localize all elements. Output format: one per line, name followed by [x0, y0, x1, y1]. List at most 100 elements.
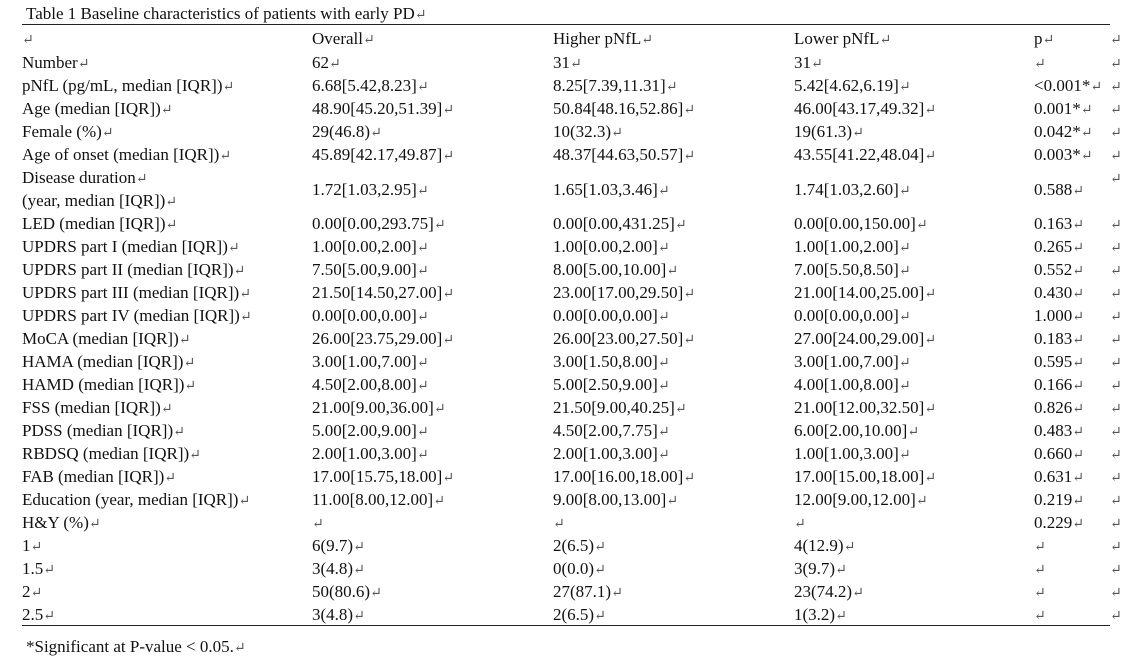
p-value: 0.631↵ [1034, 465, 1084, 490]
higher-pnfl-value-text: 23.00[17.00,29.50] [553, 283, 684, 302]
paragraph-mark: ↵ [77, 57, 90, 72]
row-end-mark: ↵ [1110, 465, 1122, 490]
paragraph-mark: ↵ [1034, 57, 1046, 72]
higher-pnfl-value-text: 10(32.3) [553, 122, 612, 141]
paragraph-mark: ↵ [594, 563, 606, 578]
p-value: 0.001*↵ [1034, 97, 1092, 122]
paragraph-mark: ↵ [370, 586, 382, 601]
paragraph-mark: ↵ [416, 80, 429, 95]
lower-pnfl-value-text: 12.00[9.00,12.00] [794, 490, 916, 509]
paragraph-mark: ↵ [915, 494, 928, 509]
paragraph-mark: ↵ [674, 402, 687, 417]
row-end-mark: ↵ [1110, 166, 1122, 191]
row-end-mark: ↵ [1110, 603, 1122, 628]
p-value: 0.183↵ [1034, 327, 1084, 352]
row-end-mark: ↵ [1110, 419, 1122, 444]
paragraph-mark: ↵ [1080, 126, 1093, 141]
lower-pnfl-value: ↵ [794, 511, 806, 536]
lower-pnfl-value-text: 1(3.2) [794, 605, 836, 624]
column-header-row-label: ↵ [22, 27, 34, 52]
higher-pnfl-value: 1.00[0.00,2.00]↵ [553, 235, 670, 260]
paragraph-mark: ↵ [1110, 540, 1122, 555]
paragraph-mark: ↵ [1110, 172, 1122, 187]
row-label: Number↵ [22, 51, 89, 76]
lower-pnfl-value-text: 1.74[1.03,2.60] [794, 180, 899, 199]
paragraph-mark: ↵ [835, 609, 847, 624]
row-label-text: UPDRS part III (median [IQR]) [22, 283, 240, 302]
row-label: 2↵ [22, 580, 42, 605]
p-value-text: 0.552 [1034, 260, 1073, 279]
p-value-text: 0.166 [1034, 375, 1073, 394]
paragraph-mark: ↵ [416, 448, 429, 463]
overall-value-text: 17.00[15.75,18.00] [312, 467, 443, 486]
paragraph-mark: ↵ [683, 149, 696, 164]
higher-pnfl-value-text: 31 [553, 53, 570, 72]
paragraph-mark: ↵ [442, 287, 455, 302]
row-end-mark: ↵ [1110, 27, 1122, 52]
row-end-mark: ↵ [1110, 511, 1122, 536]
paragraph-mark: ↵ [1110, 425, 1122, 440]
paragraph-mark: ↵ [811, 57, 823, 72]
row-label: Education (year, median [IQR])↵ [22, 488, 250, 513]
row-label: Age of onset (median [IQR])↵ [22, 143, 231, 168]
paragraph-mark: ↵ [165, 218, 178, 233]
table-row: pNfL (pg/mL, median [IQR])↵ 6.68[5.42,8.2… [0, 74, 1146, 97]
paragraph-mark: ↵ [1110, 379, 1122, 394]
column-header-p-value: p↵ [1034, 27, 1054, 52]
paragraph-mark: ↵ [233, 264, 246, 279]
lower-pnfl-value-text: 17.00[15.00,18.00] [794, 467, 925, 486]
paragraph-mark: ↵ [189, 448, 201, 463]
row-label-text: MoCA (median [IQR]) [22, 329, 179, 348]
row-label-text: H&Y (%) [22, 513, 89, 532]
higher-pnfl-value-text: 50.84[48.16,52.86] [553, 99, 684, 118]
p-value: 0.430↵ [1034, 281, 1084, 306]
p-value-text: 0.631 [1034, 467, 1073, 486]
p-value: ↵ [1034, 534, 1046, 559]
paragraph-mark: ↵ [1080, 149, 1093, 164]
paragraph-mark: ↵ [898, 379, 911, 394]
paragraph-mark: ↵ [683, 287, 696, 302]
paragraph-mark: ↵ [898, 448, 911, 463]
overall-value-text: 1.00[0.00,2.00] [312, 237, 417, 256]
row-label: FAB (median [IQR])↵ [22, 465, 176, 490]
lower-pnfl-value: 1.00[1.00,2.00]↵ [794, 235, 911, 260]
row-label: LED (median [IQR])↵ [22, 212, 177, 237]
paragraph-mark: ↵ [657, 241, 670, 256]
higher-pnfl-value-text: 8.25[7.39,11.31] [553, 76, 666, 95]
paragraph-mark: ↵ [1042, 33, 1055, 48]
row-end-mark: ↵ [1110, 51, 1122, 76]
paragraph-mark: ↵ [1110, 586, 1122, 601]
paragraph-mark: ↵ [1072, 310, 1084, 325]
paragraph-mark: ↵ [1110, 80, 1122, 95]
higher-pnfl-value: 50.84[48.16,52.86]↵ [553, 97, 695, 122]
table-row: HAMA (median [IQR])↵ 3.00[1.00,7.00]↵ 3.00… [0, 350, 1146, 373]
overall-value-text: 7.50[5.00,9.00] [312, 260, 417, 279]
paragraph-mark: ↵ [442, 333, 455, 348]
paragraph-mark: ↵ [238, 494, 251, 509]
lower-pnfl-value: 27.00[24.00,29.00]↵ [794, 327, 936, 352]
p-value: 0.163↵ [1034, 212, 1084, 237]
row-label-text: Number [22, 53, 78, 72]
lower-pnfl-value: 31↵ [794, 51, 823, 76]
overall-value: 5.00[2.00,9.00]↵ [312, 419, 429, 444]
paragraph-mark: ↵ [416, 425, 429, 440]
higher-pnfl-value-text: 2.00[1.00,3.00] [553, 444, 658, 463]
higher-pnfl-value-text: 21.50[9.00,40.25] [553, 398, 675, 417]
row-label: HAMA (median [IQR])↵ [22, 350, 195, 375]
paragraph-mark: ↵ [329, 57, 341, 72]
row-label: UPDRS part II (median [IQR])↵ [22, 258, 245, 283]
paragraph-mark: ↵ [353, 609, 365, 624]
table-row: MoCA (median [IQR])↵ 26.00[23.75,29.00]↵ 2… [0, 327, 1146, 350]
p-value-text: 0.660 [1034, 444, 1073, 463]
p-value: 0.003*↵ [1034, 143, 1092, 168]
paragraph-mark: ↵ [442, 103, 455, 118]
paragraph-mark: ↵ [88, 517, 101, 532]
overall-value: 4.50[2.00,8.00]↵ [312, 373, 429, 398]
paragraph-mark: ↵ [657, 379, 670, 394]
paragraph-mark: ↵ [683, 471, 696, 486]
paragraph-mark: ↵ [1110, 402, 1122, 417]
row-label: Disease duration↵ [22, 166, 148, 191]
lower-pnfl-value-text: 43.55[41.22,48.04] [794, 145, 925, 164]
p-value-text: 0.219 [1034, 490, 1073, 509]
